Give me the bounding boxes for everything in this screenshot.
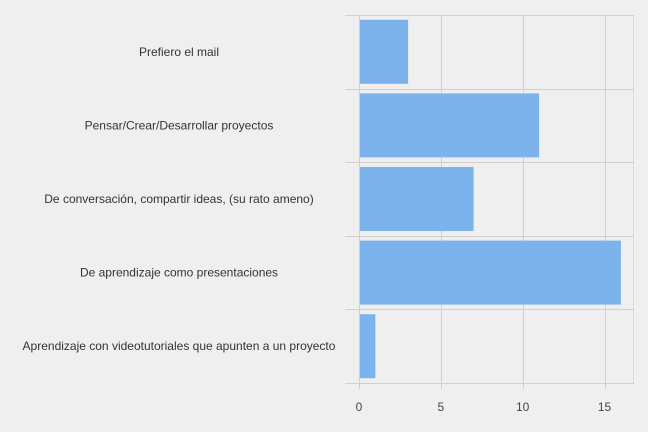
x-tick-label-0: 0 (356, 400, 363, 414)
category-label-2: De conversación, compartir ideas, (su ra… (44, 192, 313, 206)
bar-1 (360, 93, 540, 158)
x-tick-label-2: 10 (516, 400, 530, 414)
bar-4 (360, 314, 376, 379)
category-label-0: Prefiero el mail (139, 45, 219, 59)
bar-3 (360, 240, 621, 305)
category-label-1: Pensar/Crear/Desarrollar proyectos (85, 118, 274, 132)
x-tick-label-3: 15 (598, 400, 612, 414)
x-tick-label-1: 5 (438, 400, 445, 414)
category-label-4: Aprendizaje con videotutoriales que apun… (23, 339, 336, 353)
category-label-3: De aprendizaje como presentaciones (80, 266, 278, 280)
bar-0 (360, 19, 409, 84)
bar-2 (360, 167, 474, 231)
